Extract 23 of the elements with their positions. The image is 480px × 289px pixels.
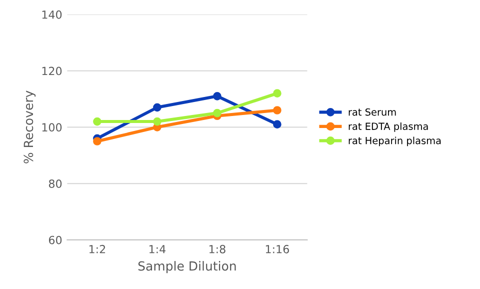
legend-label: rat Serum <box>348 108 396 116</box>
point <box>273 89 282 98</box>
y-tick-label: 120 <box>42 66 62 76</box>
y-tick-label: 60 <box>48 236 62 244</box>
y-axis-title: % Recovery <box>24 90 36 164</box>
point <box>273 120 282 129</box>
point <box>213 92 222 100</box>
y-tick-label: 140 <box>42 10 62 19</box>
legend-label: rat EDTA plasma <box>348 122 428 132</box>
y-tick-label: 100 <box>42 123 62 132</box>
y-tick-label: 80 <box>48 179 62 188</box>
x-tick-label: 1:16 <box>266 244 289 254</box>
x-axis-title: Sample Dilution <box>138 261 236 274</box>
x-tick-label: 1:2 <box>89 244 106 254</box>
point <box>153 117 162 126</box>
point <box>93 117 102 126</box>
point <box>153 103 162 112</box>
point <box>93 137 102 146</box>
legend-label: rat Heparin plasma <box>348 136 441 146</box>
point <box>213 108 222 118</box>
x-tick-label: 1:8 <box>209 244 226 254</box>
point <box>273 106 282 114</box>
x-tick-label: 1:4 <box>149 245 166 254</box>
